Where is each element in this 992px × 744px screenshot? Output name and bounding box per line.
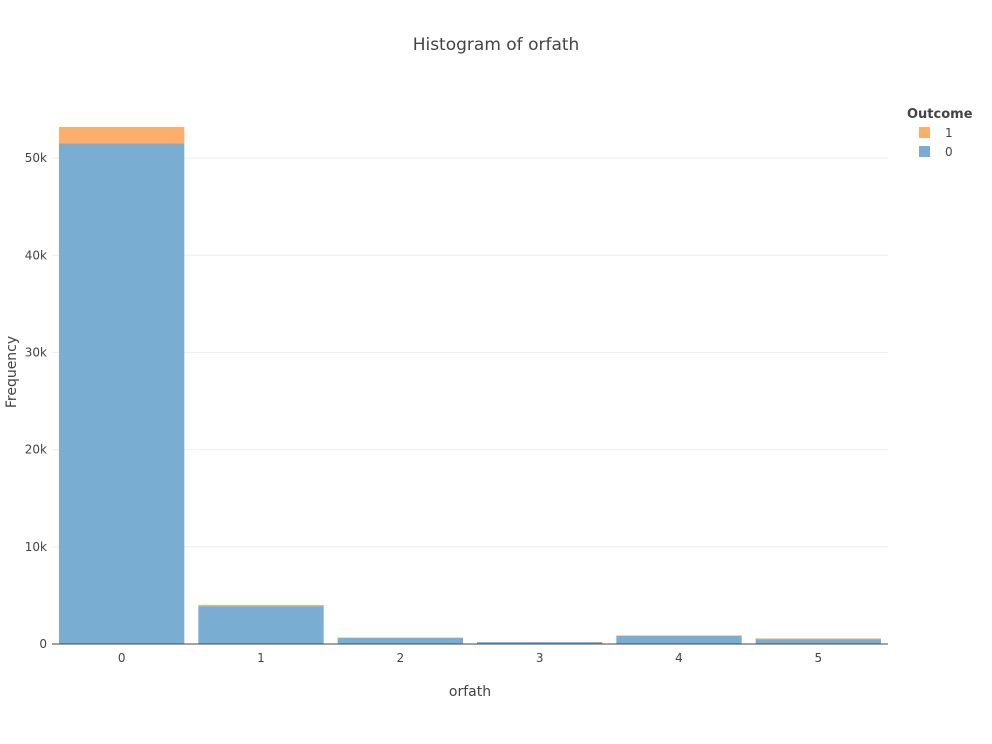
bar-outcome-1-bin-5 [755,638,881,640]
legend: Outcome 10 [907,107,973,159]
chart-title: Histogram of orfath [413,35,580,55]
legend-title: Outcome [907,107,973,122]
y-axis-title: Frequency [4,336,20,408]
grid-lines [52,157,888,548]
y-tick-label: 40k [25,248,47,262]
bar-outcome-0-bin-2 [337,637,463,644]
x-tick-label: 4 [675,651,683,665]
x-tick-label: 3 [536,651,544,665]
x-tick-label: 1 [257,651,265,665]
x-axis-title: orfath [449,684,491,700]
legend-items: 10 [919,126,953,159]
x-tick-label: 5 [815,651,823,665]
x-tick-labels: 0 1 2 3 4 5 [118,651,822,665]
y-tick-label: 10k [25,540,47,554]
x-tick-label: 0 [118,651,126,665]
legend-swatch-0 [919,146,930,157]
bar-outcome-0-bin-0 [59,143,185,644]
bar-outcome-1-bin-1 [198,604,324,607]
y-tick-label: 0 [39,637,47,651]
legend-label-1: 1 [945,126,953,140]
bar-outcome-1-bin-0 [59,127,185,144]
x-tick-label: 2 [397,651,405,665]
y-tick-label: 50k [25,151,47,165]
bar-outcome-0-bin-1 [198,606,324,644]
legend-label-0: 0 [945,145,953,159]
y-tick-label: 20k [25,443,47,457]
legend-swatch-1 [919,127,930,138]
bar-outcome-0-bin-4 [616,635,742,644]
y-tick-labels: 0 10k 20k 30k 40k 50k [25,151,47,651]
bar-outcome-0-bin-3 [477,642,603,644]
bars [59,127,881,644]
y-tick-label: 30k [25,345,47,359]
bar-outcome-0-bin-5 [755,639,881,644]
